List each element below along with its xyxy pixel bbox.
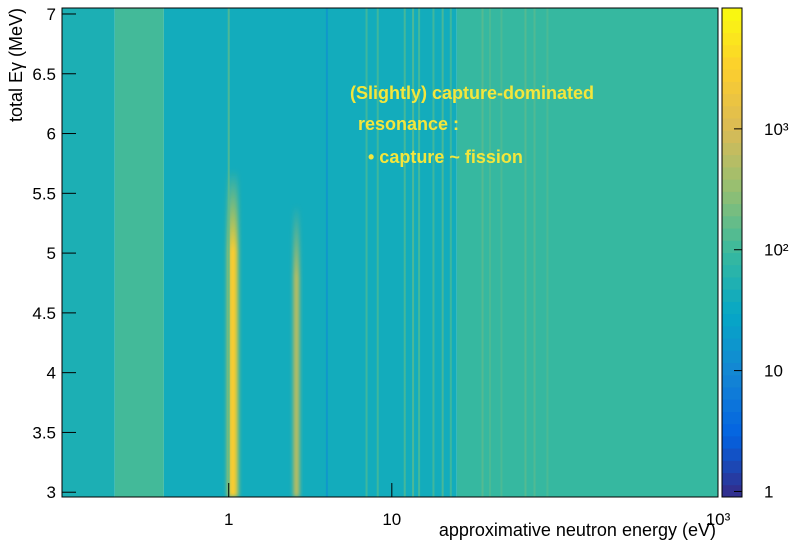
annotation: • capture ~ fission xyxy=(368,147,523,167)
resonance-line xyxy=(227,8,230,497)
x-tick-label: 10³ xyxy=(706,510,731,529)
colorbar-band xyxy=(722,448,742,461)
y-tick-label: 3 xyxy=(47,483,56,502)
y-tick-label: 6 xyxy=(47,125,56,144)
resonance-line xyxy=(365,8,368,497)
resonance-line xyxy=(449,8,452,497)
colorbar-band xyxy=(722,215,742,229)
colorbar-band xyxy=(722,301,742,315)
resonance-line xyxy=(524,8,527,497)
colorbar-band xyxy=(722,32,742,46)
colorbar-band xyxy=(722,435,742,449)
colorbar-band xyxy=(722,411,742,425)
colorbar-band xyxy=(722,8,742,21)
colorbar-band xyxy=(722,179,742,192)
resonance-line xyxy=(325,8,328,497)
y-tick-label: 3.5 xyxy=(32,423,56,442)
resonance-line xyxy=(227,169,238,497)
colorbar-tick-label: 10² xyxy=(764,241,789,260)
resonance-line xyxy=(293,205,299,497)
plot-area xyxy=(62,8,718,497)
colorbar-band xyxy=(722,228,742,241)
resonance-line xyxy=(441,8,444,497)
colorbar-band xyxy=(722,484,742,498)
colorbar-band xyxy=(722,56,742,70)
colorbar-band xyxy=(722,69,742,82)
colorbar-band xyxy=(722,191,742,205)
heatmap-region xyxy=(114,8,164,497)
colorbar-band xyxy=(722,325,742,339)
colorbar-band xyxy=(722,252,742,266)
heatmap-region xyxy=(163,8,457,497)
colorbar-band xyxy=(722,350,742,364)
colorbar-tick-label: 10³ xyxy=(764,120,789,139)
colorbar-band xyxy=(722,105,742,119)
x-tick-label: 1 xyxy=(224,510,233,529)
colorbar-band xyxy=(722,289,742,302)
resonance-line xyxy=(500,8,503,497)
y-axis-label: total Eγ (MeV) xyxy=(6,8,26,122)
plot-frame xyxy=(61,7,719,498)
resonance-line xyxy=(403,8,406,497)
colorbar-band xyxy=(722,203,742,217)
colorbar-tick-label: 1 xyxy=(764,482,773,501)
colorbar-band xyxy=(722,399,742,412)
resonance-line xyxy=(418,8,421,497)
colorbar-band xyxy=(722,460,742,474)
colorbar-band xyxy=(722,81,742,95)
colorbar-band xyxy=(722,118,742,131)
resonance-line xyxy=(489,8,492,497)
x-tick-label: 10 xyxy=(382,510,401,529)
colorbar-band xyxy=(722,423,742,437)
colorbar-band xyxy=(722,166,742,180)
y-tick-label: 4 xyxy=(47,364,56,383)
heatmap-region xyxy=(456,8,718,497)
axes: 1 10 10³ 3 3.5 4 4.5 5 5.5 6 6.5 7 approximative neu… xyxy=(6,5,789,540)
y-tick-label: 6.5 xyxy=(32,65,56,84)
resonance-line xyxy=(533,8,536,497)
colorbar-band xyxy=(722,264,742,278)
colorbar-band xyxy=(722,142,742,156)
colorbar-band xyxy=(722,93,742,107)
y-tick-label: 4.5 xyxy=(32,304,56,323)
resonance-line xyxy=(376,8,379,497)
colorbar-band xyxy=(722,44,742,58)
annotation: resonance : xyxy=(358,114,459,134)
colorbar-band xyxy=(722,362,742,376)
colorbar-band xyxy=(722,338,742,351)
resonance-line xyxy=(481,8,484,497)
colorbar-band xyxy=(722,276,742,290)
annotation: (Slightly) capture-dominated xyxy=(350,83,594,103)
resonance-line xyxy=(546,8,549,497)
x-axis-label: approximative neutron energy (eV) xyxy=(439,520,716,540)
colorbar-tick-label: 10 xyxy=(764,362,783,381)
y-tick-label: 5 xyxy=(47,244,56,263)
colorbar-band xyxy=(722,130,742,143)
colorbar-frame xyxy=(721,7,743,498)
colorbar-band xyxy=(722,472,742,486)
y-tick-label: 5.5 xyxy=(32,184,56,203)
colorbar-band xyxy=(722,374,742,388)
y-tick-label: 7 xyxy=(47,5,56,24)
colorbar-band xyxy=(722,240,742,253)
resonance-line xyxy=(432,8,435,497)
colorbar-band xyxy=(722,313,742,327)
resonance-line xyxy=(412,8,415,497)
colorbar-band xyxy=(722,386,742,400)
colorbar-band xyxy=(722,20,742,33)
colorbar-band xyxy=(722,154,742,168)
heatmap-region xyxy=(62,8,115,497)
